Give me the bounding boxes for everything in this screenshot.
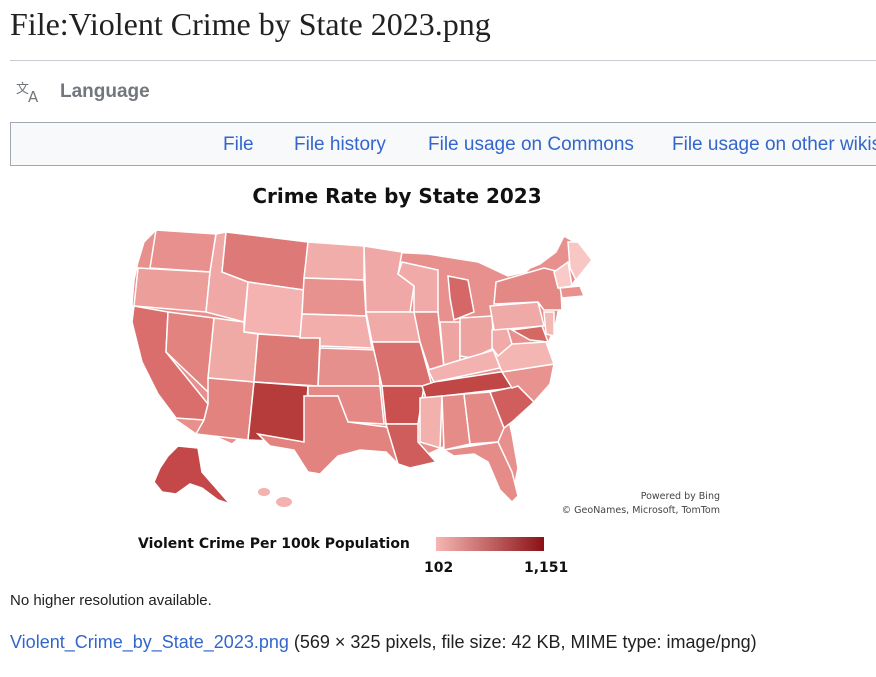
credit-bing: Powered by Bing xyxy=(640,491,720,502)
state-new-jersey xyxy=(543,311,555,337)
state-iowa xyxy=(365,311,421,343)
language-label: Language xyxy=(60,81,150,102)
state-oregon xyxy=(133,267,211,313)
state-louisiana xyxy=(384,423,438,469)
title-divider xyxy=(10,60,876,61)
credit-sources: © GeoNames, Microsoft, TomTom xyxy=(561,505,720,516)
map-image[interactable]: Crime Rate by State 2023 Powered by Bing… xyxy=(98,172,730,582)
svg-text:文: 文 xyxy=(16,82,29,97)
tab-file-usage-commons[interactable]: File usage on Commons xyxy=(428,134,634,155)
state-north-dakota xyxy=(303,241,365,281)
state-new-mexico xyxy=(247,381,309,443)
state-michigan xyxy=(447,275,475,322)
resolution-note: No higher resolution available. xyxy=(10,592,212,609)
state-mississippi xyxy=(419,395,443,449)
translate-icon: 文 A xyxy=(16,82,39,104)
map-credit: Powered by Bing © GeoNames, Microsoft, T… xyxy=(554,490,720,518)
state-kansas xyxy=(317,347,381,387)
state-south-dakota xyxy=(301,277,367,317)
legend-min: 102 xyxy=(424,560,454,576)
us-choropleth-map xyxy=(131,229,593,507)
state-florida xyxy=(441,441,519,504)
tab-file[interactable]: File xyxy=(223,134,254,155)
language-button[interactable]: 文 A Language xyxy=(16,78,150,106)
state-washington xyxy=(149,229,217,273)
state-nebraska xyxy=(299,313,373,349)
state-colorado xyxy=(253,333,321,387)
map-title: Crime Rate by State 2023 xyxy=(252,184,542,208)
state-alaska xyxy=(153,445,233,506)
legend-max: 1,151 xyxy=(524,560,569,576)
legend-title: Violent Crime Per 100k Population xyxy=(138,536,410,552)
state-arkansas xyxy=(381,385,425,425)
state-maryland xyxy=(509,325,550,343)
state-wyoming xyxy=(243,281,305,339)
tab-file-history[interactable]: File history xyxy=(294,134,386,155)
svg-text:A: A xyxy=(28,88,39,104)
legend-gradient xyxy=(436,537,544,551)
state-georgia xyxy=(463,391,505,445)
state-texas xyxy=(255,395,399,475)
page-title: File:Violent Crime by State 2023.png xyxy=(10,6,491,42)
state-pennsylvania xyxy=(489,301,545,331)
tab-file-usage-other-wikis[interactable]: File usage on other wikis xyxy=(672,134,876,155)
state-maine xyxy=(567,241,593,282)
file-details: (569 × 325 pixels, file size: 42 KB, MIM… xyxy=(288,632,757,652)
file-link[interactable]: Violent_Crime_by_State_2023.png xyxy=(10,632,289,652)
state-new-york xyxy=(493,267,563,311)
state-massachusetts xyxy=(559,285,586,299)
state-vermont-nh xyxy=(553,260,573,289)
state-hawaii-island xyxy=(276,497,292,507)
file-info: Violent_Crime_by_State_2023.png (569 × 3… xyxy=(10,632,757,653)
file-tabs: File File history File usage on Commons … xyxy=(10,122,876,166)
state-hawaii xyxy=(258,488,270,496)
